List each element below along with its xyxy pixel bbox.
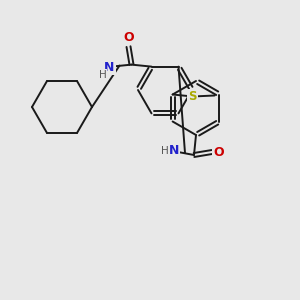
Text: O: O [214, 146, 224, 158]
Text: H: H [161, 146, 169, 156]
Text: N: N [104, 61, 115, 74]
Text: S: S [188, 90, 197, 103]
Text: N: N [169, 145, 179, 158]
Text: H: H [99, 70, 106, 80]
Text: O: O [123, 31, 134, 44]
